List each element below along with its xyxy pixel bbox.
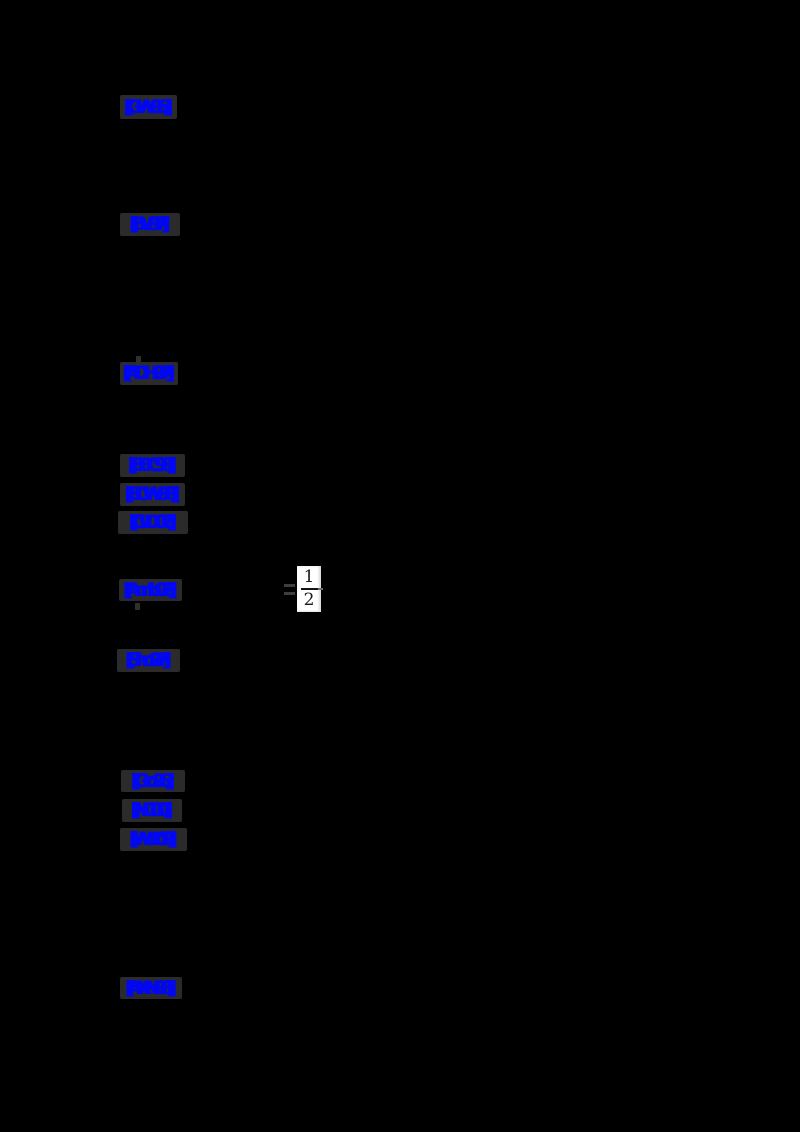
citation-link[interactable]: [GW95] bbox=[120, 95, 177, 119]
citation-label: [Wat09] bbox=[129, 828, 177, 850]
citation-label: [BCW98] bbox=[125, 483, 179, 505]
citation-link[interactable]: [AKN98] bbox=[120, 977, 182, 999]
citation-label: [BBC98] bbox=[128, 454, 177, 476]
fraction-denominator: 2 bbox=[303, 590, 315, 610]
citation-label: [AKN98] bbox=[125, 977, 176, 999]
citation-link[interactable]: [Gro96] bbox=[121, 770, 185, 792]
citation-link[interactable]: [BCW98] bbox=[120, 483, 185, 506]
fraction-numerator: 1 bbox=[303, 567, 315, 587]
citation-link[interactable]: [BBC98] bbox=[120, 454, 185, 477]
citation-link[interactable]: [Sho97] bbox=[117, 649, 180, 672]
citation-link[interactable]: [NC00] bbox=[122, 799, 182, 822]
equals-sign bbox=[284, 566, 296, 612]
equation-fragment: 1 2 bbox=[284, 566, 323, 612]
citation-link[interactable]: [ADH97] bbox=[120, 362, 178, 385]
citation-label: [Sho97] bbox=[125, 649, 171, 671]
citation-label: [NC00] bbox=[131, 799, 172, 821]
fraction-one-half: 1 2 bbox=[297, 566, 323, 612]
citation-label: [BV97] bbox=[130, 213, 170, 235]
citation-link[interactable]: [CvD02] bbox=[118, 511, 188, 534]
stray-glyph-mark bbox=[135, 603, 140, 610]
fraction-bar bbox=[300, 588, 323, 590]
citation-label: [CvD02] bbox=[129, 511, 176, 533]
citation-label: [GW95] bbox=[124, 95, 172, 118]
citation-label: [Amb02] bbox=[123, 579, 177, 601]
citation-link[interactable]: [Amb02] bbox=[119, 579, 182, 601]
stray-glyph-mark bbox=[136, 356, 141, 365]
citation-label: [Gro96] bbox=[131, 770, 174, 792]
citation-link[interactable]: [BV97] bbox=[120, 213, 180, 236]
citation-link[interactable]: [Wat09] bbox=[120, 828, 187, 851]
citation-label: [ADH97] bbox=[123, 362, 174, 384]
